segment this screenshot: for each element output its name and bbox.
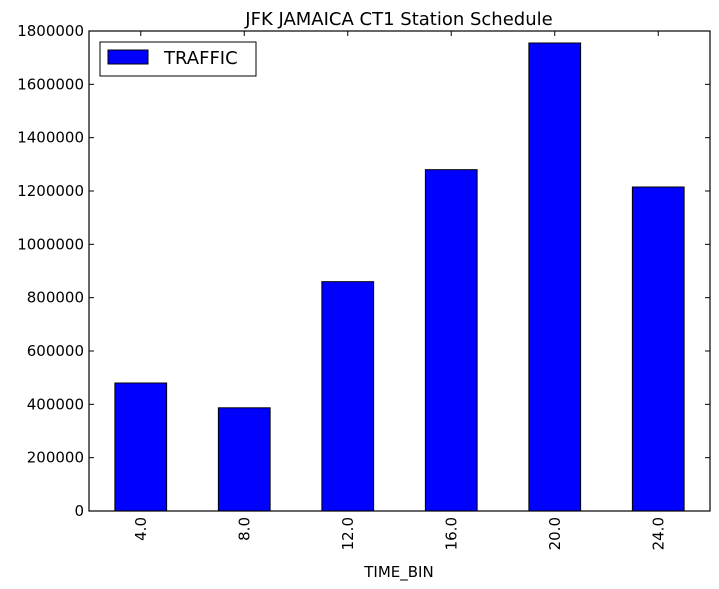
chart-title: JFK JAMAICA CT1 Station Schedule (244, 9, 552, 30)
y-tick-label: 600000 (27, 342, 84, 360)
bar-12.0 (321, 281, 375, 512)
legend-swatch-traffic (107, 49, 149, 65)
y-tick-label: 0 (74, 502, 84, 520)
y-tick-label: 1400000 (17, 129, 84, 147)
legend-label-traffic: TRAFFIC (163, 48, 238, 69)
bar-4.0 (114, 382, 168, 512)
x-tick-label: 12.0 (339, 517, 357, 550)
y-tick-label: 1600000 (17, 75, 84, 93)
y-tick-label: 800000 (27, 289, 84, 307)
bar-24.0 (631, 186, 685, 512)
y-tick-label: 200000 (27, 449, 84, 467)
y-tick-label: 1000000 (17, 235, 84, 253)
x-tick-label: 16.0 (442, 517, 460, 550)
y-tick-label: 1800000 (17, 22, 84, 40)
legend: TRAFFIC (99, 41, 257, 77)
x-tick-label: 20.0 (546, 517, 564, 550)
y-axis: 0 200000 400000 600000 800000 1000000 1200000 1… (17, 22, 710, 520)
bars-group (114, 42, 685, 512)
x-tick-label: 8.0 (235, 517, 253, 541)
bar-8.0 (217, 407, 271, 512)
x-tick-label: 24.0 (649, 517, 667, 550)
bar-20.0 (528, 42, 582, 512)
y-tick-label: 1200000 (17, 182, 84, 200)
bar-16.0 (424, 169, 478, 512)
x-tick-label: 4.0 (132, 517, 150, 541)
x-axis-label: TIME_BIN (363, 563, 433, 582)
y-tick-label: 400000 (27, 395, 84, 413)
plot-frame (88, 30, 711, 512)
x-axis: 4.0 8.0 12.0 16.0 20.0 24.0 (132, 31, 667, 550)
